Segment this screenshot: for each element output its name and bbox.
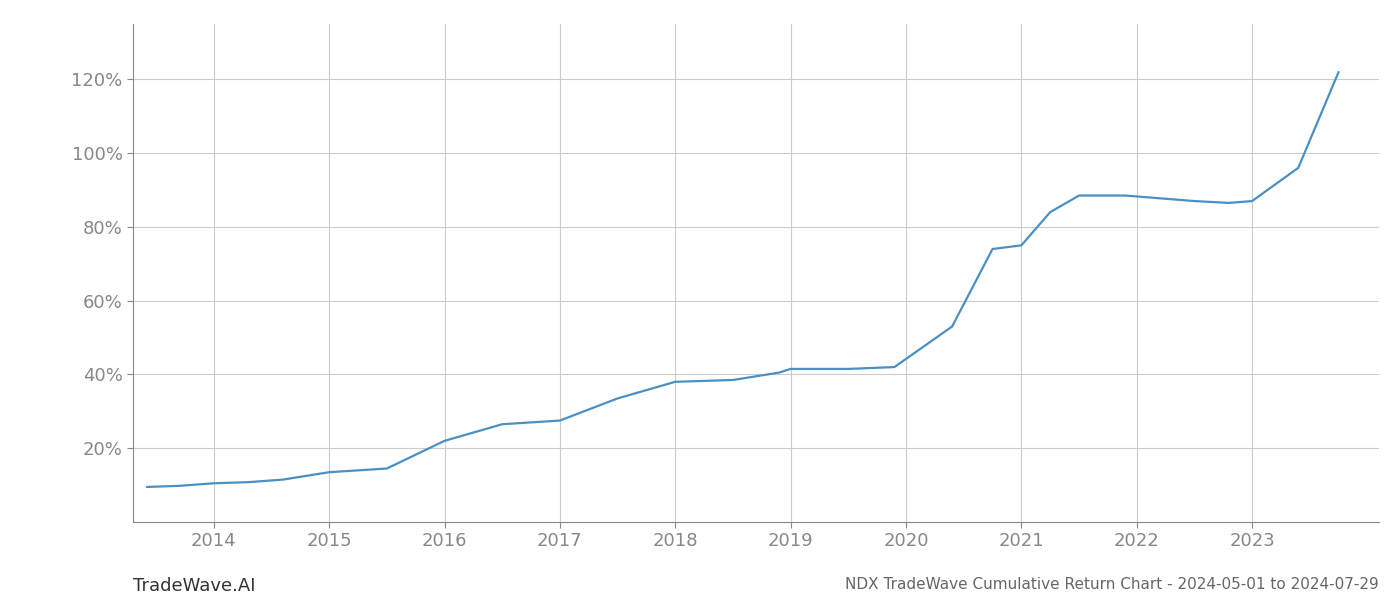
Text: NDX TradeWave Cumulative Return Chart - 2024-05-01 to 2024-07-29: NDX TradeWave Cumulative Return Chart - … [846, 577, 1379, 592]
Text: TradeWave.AI: TradeWave.AI [133, 577, 255, 595]
